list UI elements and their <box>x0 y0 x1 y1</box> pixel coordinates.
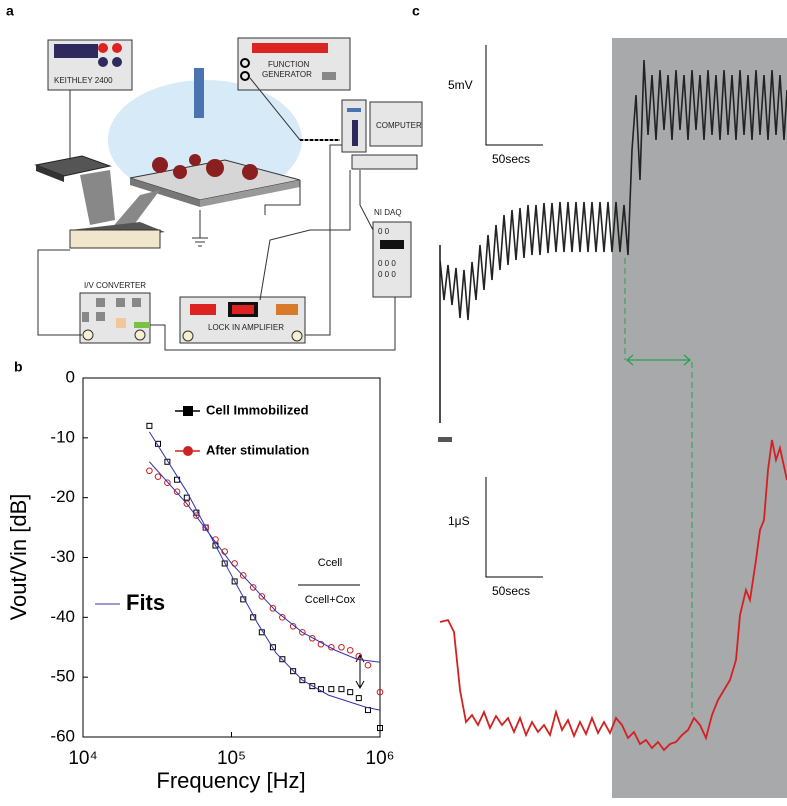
data-point <box>239 572 247 579</box>
data-point <box>346 646 354 654</box>
panel-label: a <box>6 3 14 19</box>
data-point <box>173 488 181 495</box>
data-point <box>309 683 316 690</box>
data-point <box>289 623 297 630</box>
device-label: KEITHLEY 2400 <box>54 76 113 85</box>
data-point <box>146 467 153 475</box>
x-tick-label: 10⁴ <box>68 748 97 769</box>
y-axis-label: Vout/Vin [dB] <box>6 494 31 621</box>
data-point <box>328 643 335 651</box>
data-point <box>221 560 228 567</box>
data-point <box>377 725 383 732</box>
data-point <box>328 686 335 693</box>
data-point <box>269 605 277 612</box>
legend-marker <box>183 406 193 416</box>
setup-diagram: KEITHLEY 2400 FUNCTION GENERATOR COMPUTE… <box>34 37 423 351</box>
device-label: I/V CONVERTER <box>84 281 146 290</box>
data-point <box>376 688 384 696</box>
device-label: COMPUTER <box>376 121 422 130</box>
data-point <box>231 578 238 585</box>
scale-label: 1μS <box>448 514 470 528</box>
data-point <box>269 644 276 651</box>
data-point <box>364 661 372 669</box>
device-label: 0 0 <box>378 227 390 236</box>
device-label: FUNCTION <box>268 60 310 69</box>
panel-label: c <box>412 3 420 19</box>
y-tick-label: -60 <box>50 726 75 745</box>
scale-bar <box>485 477 543 578</box>
y-tick-label: -40 <box>50 607 75 626</box>
scale-label: 50secs <box>492 584 530 598</box>
data-point <box>164 479 171 487</box>
annotation: Ccell+Cox <box>305 594 356 606</box>
x-tick-label: 10⁵ <box>217 748 246 769</box>
y-tick-label: -30 <box>50 547 75 566</box>
data-point <box>202 524 209 531</box>
data-point <box>347 689 354 696</box>
data-point <box>308 634 316 642</box>
device-label: NI DAQ <box>374 208 402 217</box>
data-point <box>279 614 286 621</box>
data-point <box>279 656 286 663</box>
device-label: 0 0 0 <box>378 270 396 279</box>
device-label: GENERATOR <box>262 70 312 79</box>
data-point <box>299 677 306 684</box>
traces-panel: 5mV 50secs 1μS 50secs <box>438 38 787 798</box>
data-point <box>154 473 162 481</box>
device-label: LOCK IN AMPLIFIER <box>208 323 284 332</box>
y-tick-label: -20 <box>50 487 75 506</box>
conductance-trace <box>439 439 787 752</box>
data-point <box>258 593 266 600</box>
legend-label: Cell Immobilized <box>206 402 309 417</box>
y-tick-label: -50 <box>50 667 75 686</box>
delay-arrow <box>625 354 692 366</box>
guide-line <box>624 258 693 715</box>
data-point <box>183 494 190 501</box>
data-point <box>183 500 191 507</box>
legend-marker <box>183 446 193 456</box>
data-point <box>338 643 345 651</box>
y-tick-label: 0 <box>66 367 75 386</box>
data-point <box>338 686 345 693</box>
data-point <box>355 695 362 702</box>
fit-line <box>148 431 381 711</box>
stimulus-marker <box>438 437 452 442</box>
panel-label: b <box>14 359 23 375</box>
data-point <box>164 458 171 465</box>
annotation: Ccell <box>318 557 342 569</box>
scale-label: 5mV <box>448 78 473 92</box>
data-point <box>146 422 153 429</box>
x-tick-label: 10⁶ <box>366 748 395 769</box>
x-axis-label: Frequency [Hz] <box>156 768 305 793</box>
scale-bar <box>485 45 543 146</box>
legend-label: After stimulation <box>206 442 309 457</box>
data-point <box>290 668 297 675</box>
voltage-trace <box>439 59 787 423</box>
scale-label: 50secs <box>492 152 530 166</box>
chart: Frequency [Hz] Vout/Vin [dB] Ccell Ccell… <box>6 367 395 792</box>
y-tick-label: -10 <box>50 427 75 446</box>
device-label: 0 0 0 <box>378 259 396 268</box>
legend-label: Fits <box>126 590 165 615</box>
data-point <box>299 628 306 636</box>
data-point <box>249 584 257 591</box>
